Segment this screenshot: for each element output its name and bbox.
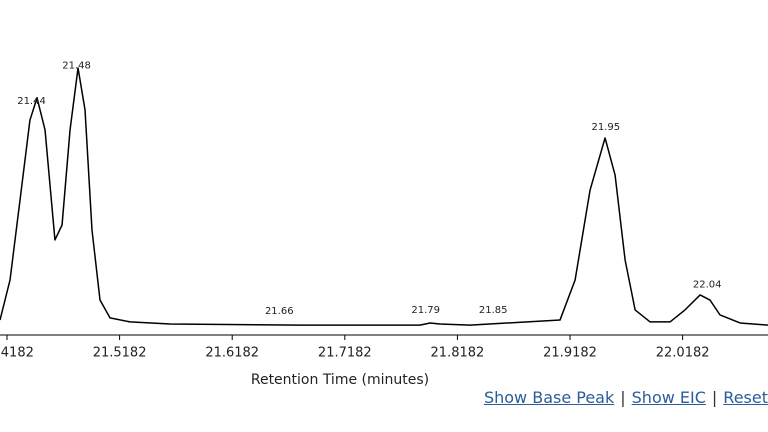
- peak-label: 21.48: [62, 60, 91, 71]
- separator: |: [620, 388, 626, 407]
- trace-line: [0, 67, 768, 326]
- link-bar: Show Base Peak | Show EIC | Reset: [484, 388, 768, 407]
- separator: |: [711, 388, 718, 407]
- link[interactable]: Show Base Peak: [483, 388, 615, 407]
- peak-label: 21.66: [265, 306, 294, 317]
- x-tick-label: 21.8182: [431, 346, 485, 361]
- x-tick-label: 21.4182: [0, 346, 34, 361]
- peak-label: 21.79: [411, 305, 440, 316]
- peak-label: 21.95: [592, 122, 621, 133]
- x-tick-label: 21.7182: [318, 346, 372, 361]
- x-axis-label: Retention Time (minutes): [251, 372, 429, 388]
- x-tick-label: 21.6182: [205, 346, 259, 361]
- x-tick-label: 21.5182: [93, 346, 147, 361]
- peak-label: 21.44: [17, 96, 46, 107]
- link[interactable]: Reset: [723, 388, 768, 407]
- x-tick-label: 22.0182: [656, 346, 710, 361]
- x-tick-label: 21.9182: [543, 346, 597, 361]
- link[interactable]: Show EIC: [631, 388, 706, 407]
- peak-label: 22.04: [693, 280, 722, 291]
- peak-label: 21.85: [479, 305, 508, 316]
